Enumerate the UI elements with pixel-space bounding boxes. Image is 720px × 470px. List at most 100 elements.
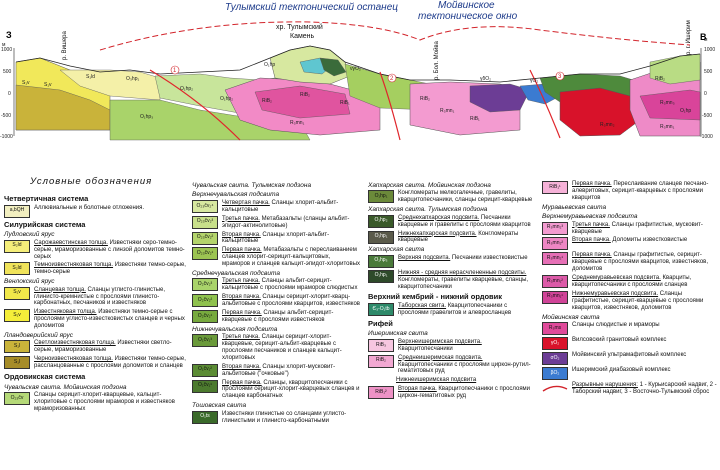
eroded-surface-line: [99, 21, 691, 51]
legend-swatch: R₃mn₂³: [542, 221, 568, 235]
legend-text-underlined: Таборская свита.: [398, 303, 447, 310]
legend-text: Среднехапхарская подсвита. Песчаники ква…: [398, 215, 536, 229]
legend-heading: Рифей: [368, 318, 393, 328]
scale-tick-right: 500: [704, 69, 713, 75]
legend-item: S₂ld Сарожаевстинская толща. Известняки с…: [4, 239, 188, 261]
legend-text-body: Известняки светло-серые, мраморизованные: [34, 340, 172, 354]
legend-item: O₁hp₂ Среднехапхарская подсвита. Песчаник…: [368, 214, 536, 229]
unit-labels: S₁v S₁v S₁ld O₃hp₁ O₁hp₂ O₁hp₂ O₁hp₃ RiB…: [22, 62, 691, 130]
legend-text-underlined: Третья пачка.: [222, 278, 260, 285]
legend-text-underlined: Разрывные нарушения:: [572, 381, 638, 388]
unit-label: R₃mn₁: [660, 124, 675, 130]
scale-tick-right: 1000: [704, 47, 715, 53]
legend-text: Сланцы серицит-хлорит-кварцевые, кальцит…: [34, 392, 175, 412]
legend-text: Вторая пачка. Сланцы хлорит-альбит-кальц…: [222, 232, 360, 246]
unit-label: O₁hp₂: [220, 96, 233, 102]
unit-label: S₁v: [44, 82, 52, 88]
legend-swatch: O₁čv₁¹: [192, 379, 218, 393]
legend-swatch: S₁v: [4, 286, 30, 300]
legend-subheading: Ишеримская свита: [368, 330, 428, 338]
legend-item: O₁hp₁ Конгломераты мелкогалечные, гравели…: [368, 190, 536, 204]
legend-item: O₂čv₂¹ Первая пачка. Сланцы альбит-серици…: [192, 309, 360, 324]
legend-subheading: Тошовская свита: [192, 402, 247, 410]
legend-heading: Ордовикская система: [4, 372, 86, 382]
legend-title: Условные обозначения: [30, 176, 153, 187]
legend-swatch: O₂čv₂¹: [192, 309, 218, 323]
legend-text-underlined: Среднемуравьевская подсвита.: [572, 275, 661, 282]
unit-label: RiB₂: [300, 92, 310, 98]
legend-text-body: Сланцы графитистые, серицит-кварцевые с …: [572, 290, 704, 311]
legend-text-body: Сланцы графитистые, серицит-кварцевые с …: [572, 252, 709, 273]
scale-right: м 1000 500 0 -500 -1000: [700, 37, 715, 140]
legend-text: Нижнехапхарская подсвита. Конгломераты к…: [398, 231, 536, 245]
legend-text-body: Сланцы серицит-хлорит-кварц-альбитовые с…: [222, 294, 360, 308]
legend-item: R₃mn₂² Вторая пачка. Доломиты известковис…: [542, 237, 718, 251]
legend-swatch: βO₂: [542, 366, 568, 380]
legend-text-body: Известняки темно-серые, рассланцованные …: [34, 356, 186, 370]
legend-subheading: Среднечувальская подсвита: [192, 269, 280, 277]
legend-swatch: O₁hp₁: [368, 190, 394, 204]
legend-swatch: S₁v: [4, 309, 30, 323]
scale-unit-right: м: [704, 37, 708, 43]
legend-text-body: Кварцитопесчаники с прослоями гравелитов…: [398, 303, 512, 316]
legend-text: Сланцы слюдистые и мраморы: [572, 321, 660, 328]
legend-item: Є₃-O₁tb Таборская свита. Кварцитопесчаник…: [368, 303, 536, 317]
legend-text: Нижнемуравьевская подсвита. Сланцы графи…: [572, 291, 718, 312]
fault-number: 2: [390, 76, 394, 82]
fault-number: 3: [558, 74, 562, 80]
legend-text-underlined: Первая пачка.: [222, 309, 262, 316]
legend-subheading: Муравьевская свита: [542, 203, 607, 211]
unit-label: RiB₁: [470, 116, 480, 122]
legend-text: Известняки глинистые со сланцами углисто…: [222, 410, 347, 424]
legend-swatch: O₁hp₃: [368, 254, 394, 268]
legend-text: Третья пачка. Сланцы альбит-серицит-каль…: [222, 278, 360, 292]
legend-text-body: Кварцитопесчаники: [398, 345, 453, 352]
legend-text-underlined: Среднеишеримская подсвита.: [398, 354, 483, 361]
legend-subheading: Верхнечувальская подсвита: [192, 191, 280, 199]
legend-subheading: Мойвинская свита: [542, 313, 600, 321]
legend-swatch: O₂čv₂²: [192, 294, 218, 308]
legend-item: R₃mn₂³ Третья пачка. Сланцы графитистые, …: [542, 221, 718, 236]
unit-magenta-tulym: [254, 85, 351, 119]
unit-label: νγO₂: [350, 66, 361, 72]
legend-text-underlined: Четвертая пачка.: [222, 199, 270, 206]
legend-text: Четвертая пачка. Сланцы хлорит-альбит-ка…: [222, 200, 360, 214]
legend-subheading: Чувальская свита. Мойвинская подзона: [4, 383, 127, 391]
legend-text: Третья пачка. Сланцы серицит-хлорит-квар…: [222, 334, 360, 362]
legend-swatch: O₁hp₁: [368, 230, 394, 244]
legend-text-underlined: Третья пачка.: [222, 334, 260, 341]
scale-tick-right: -1000: [700, 134, 713, 140]
topography-line: [15, 45, 701, 83]
scale-tick-left: 0: [8, 91, 11, 97]
section-left-letter: З: [6, 30, 12, 40]
legend-item: R₃mn₁² Среднемуравьевская подсвита. Кварц…: [542, 275, 718, 289]
legend-text-body: Кварцитопесчаники с прослоями циркон-рут…: [398, 361, 531, 375]
legend-swatch: O₂₃čv: [4, 392, 30, 406]
scale-tick-left: -1000: [0, 134, 13, 140]
unit-label: RiB₁: [340, 100, 350, 106]
legend-swatch: σO₂: [542, 351, 568, 365]
legend-text-underlined: Сланцевая толща.: [34, 286, 86, 293]
legend-heading: Верхний кембрий - нижний ордовик: [368, 292, 503, 302]
legend-item: Нижнеишеримская подсвита: [396, 377, 536, 384]
legend-heading: Силурийская система: [4, 219, 86, 229]
unit-label: RiB₂: [262, 98, 272, 104]
legend-text: Темноизвестняковая толща. Известняки тем…: [34, 262, 188, 276]
scale-tick-right: 0: [704, 91, 707, 97]
legend-swatch: O₁ts: [192, 410, 218, 424]
legend-swatch: R₃mn₁²: [542, 275, 568, 289]
legend-subheading: Верхнемуравьевская подсвита: [542, 213, 638, 221]
legend-swatch: O₁čv₁³: [192, 334, 218, 348]
legend-item: S₁l Черноизвестняковая толща. Известняки …: [4, 356, 188, 370]
legend-text: Третья пачка. Сланцы графитистые, мусков…: [572, 222, 718, 236]
legend-text-underlined: Светлоизвестняковая толща.: [34, 340, 116, 347]
unit-purple-moiva: [469, 83, 531, 113]
legend-heading: Четвертичная система: [4, 194, 89, 203]
river-isherim: р. г. Ишерим: [686, 20, 692, 55]
unit-label: R₃mn₁: [290, 120, 305, 126]
legend-text-underlined: Темноизвестняковая толща.: [34, 262, 114, 269]
legend-text: Нижнеишеримская подсвита: [396, 377, 536, 384]
legend-item: S₁v Сланцевая толща. Сланцы углисто-глини…: [4, 286, 188, 308]
legend-text: Первая пачка. Сланцы, кварцитопесчаники …: [222, 380, 360, 401]
legend-item: R₃ms Сланцы слюдистые и мраморы: [542, 321, 718, 335]
